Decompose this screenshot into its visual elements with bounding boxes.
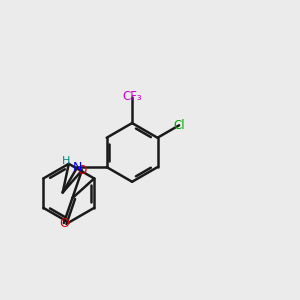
Text: O: O (59, 217, 69, 230)
Text: O: O (77, 164, 87, 177)
Text: H: H (62, 156, 70, 166)
Text: CF₃: CF₃ (122, 90, 142, 103)
Text: N: N (73, 160, 82, 174)
Text: Cl: Cl (173, 119, 185, 132)
